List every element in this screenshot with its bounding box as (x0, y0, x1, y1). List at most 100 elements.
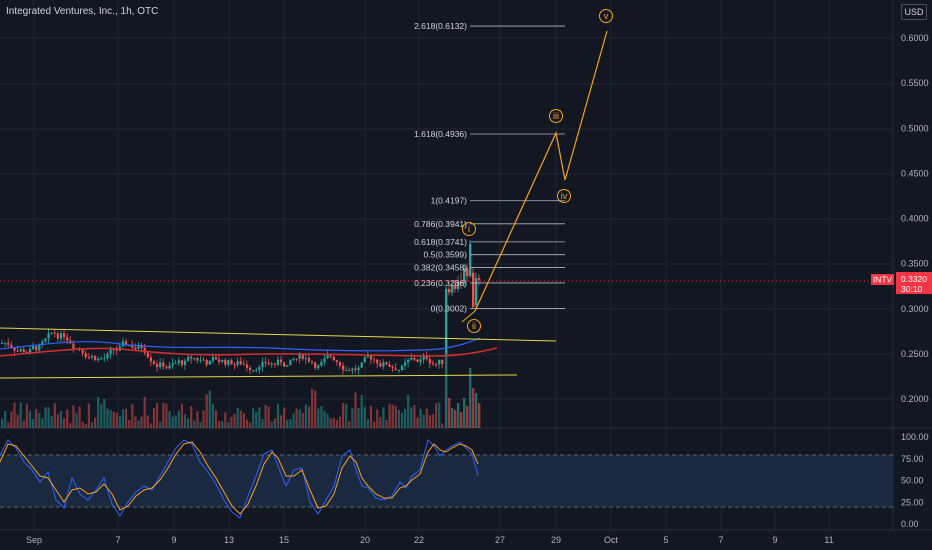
volume-bar (267, 406, 270, 428)
volume-bar (156, 403, 159, 428)
candle-body (218, 359, 221, 362)
time-tick-label: 7 (115, 535, 120, 545)
fib-level-label: 0.5(0.3599) (424, 250, 468, 260)
candle-body (311, 361, 314, 363)
time-tick-label: 20 (360, 535, 370, 545)
candle-body (233, 364, 236, 366)
grid-vertical (33, 0, 830, 530)
channel-upper-line[interactable] (0, 327, 557, 342)
volume-bar (448, 398, 451, 428)
volume-bar (112, 411, 115, 428)
candle-body (438, 359, 441, 365)
wave-i-label: i (468, 224, 470, 234)
ma-red-line (0, 347, 498, 357)
candle-body (345, 370, 348, 372)
candle-body (267, 363, 270, 365)
candle-body (4, 342, 7, 344)
candle-body (162, 362, 165, 367)
volume-bar (416, 417, 419, 428)
stoch-band (0, 455, 893, 507)
volume-bar (410, 407, 413, 428)
channel-lower-line[interactable] (0, 374, 518, 379)
candle-body (177, 360, 180, 363)
candle-body (159, 362, 162, 368)
candle-body (276, 359, 280, 365)
candle-body (44, 338, 47, 342)
volume-bar (264, 404, 267, 428)
candle-body (165, 366, 168, 369)
volume-bar (428, 415, 431, 428)
volume-bar (329, 418, 332, 428)
volume-bar (323, 410, 326, 428)
price-badge: INTV 0.3320 30:10 (871, 272, 932, 294)
fib-level-label: 0.618(0.3741) (414, 237, 467, 247)
candle-body (295, 358, 298, 360)
volume-bar (47, 407, 50, 428)
candle-body (404, 362, 407, 366)
time-tick-label: 5 (663, 535, 668, 545)
candle-body (283, 362, 286, 367)
volume-bar (187, 418, 190, 428)
volume-bar (211, 403, 214, 428)
candle-body (38, 345, 41, 351)
volume-bars (1, 338, 481, 428)
candle-body (230, 360, 233, 365)
volume-bar (59, 411, 63, 428)
candle-body (196, 358, 199, 361)
volume-bar (227, 422, 230, 428)
candle-body (292, 358, 295, 360)
candle-body (103, 358, 106, 360)
wave-iii-circle (549, 109, 563, 123)
price-badge-countdown: 30:10 (901, 284, 923, 294)
time-tick-label: Oct (604, 535, 619, 545)
volume-bar (121, 409, 125, 428)
candle-body (360, 362, 363, 368)
volume-bar (242, 413, 245, 428)
volume-bar (140, 416, 143, 428)
candle-body (354, 368, 357, 371)
volume-bar (445, 338, 448, 428)
candle-body (252, 370, 255, 372)
volume-bar (261, 418, 264, 428)
candle-body (149, 357, 152, 362)
volume-bar (301, 412, 304, 428)
candle-body (478, 278, 481, 280)
candle-body (187, 356, 190, 361)
price-tick-label: 0.5500 (901, 78, 929, 88)
volume-bar (252, 408, 255, 428)
currency-button[interactable]: USD (901, 4, 927, 20)
candle-body (273, 363, 276, 365)
candle-body (146, 352, 149, 358)
price-axis[interactable]: 0.6000 0.5500 0.5000 0.4500 0.4000 0.3500 0.30… (901, 33, 929, 404)
volume-bar (218, 420, 221, 428)
volume-bar (245, 419, 249, 428)
candle-body (357, 367, 360, 371)
time-tick-label: 9 (772, 535, 777, 545)
volume-bar (63, 418, 66, 428)
volume-bar (466, 406, 469, 428)
volume-bar (351, 408, 354, 428)
volume-bar (404, 408, 407, 428)
time-tick-label: 29 (551, 535, 561, 545)
chart-title[interactable]: Integrated Ventures, Inc., 1h, OTC (6, 6, 159, 17)
volume-bar (435, 403, 438, 428)
time-axis[interactable]: Sep 7 9 13 15 20 22 27 29 Oct 5 7 9 11 (26, 535, 834, 545)
volume-bar (143, 396, 146, 428)
fib-level-label: 2.618(0.6132) (414, 21, 467, 31)
volume-bar (438, 402, 441, 428)
wave-projection-path[interactable] (474, 30, 608, 312)
candle-body (143, 347, 146, 353)
candle-body (413, 357, 416, 360)
fib-extension[interactable]: 2.618(0.6132) 1.618(0.4936) 1(0.4197) 0.786… (414, 21, 565, 314)
candle-body (90, 355, 94, 358)
candle-body (66, 337, 69, 341)
candle-body (307, 358, 311, 362)
volume-bar (50, 416, 53, 428)
stoch-axis[interactable]: 100.00 75.00 50.00 25.00 0.00 (901, 432, 929, 529)
candle-body (397, 370, 400, 372)
volume-bar (131, 404, 134, 428)
volume-bar (286, 419, 289, 428)
candle-body (22, 349, 25, 352)
